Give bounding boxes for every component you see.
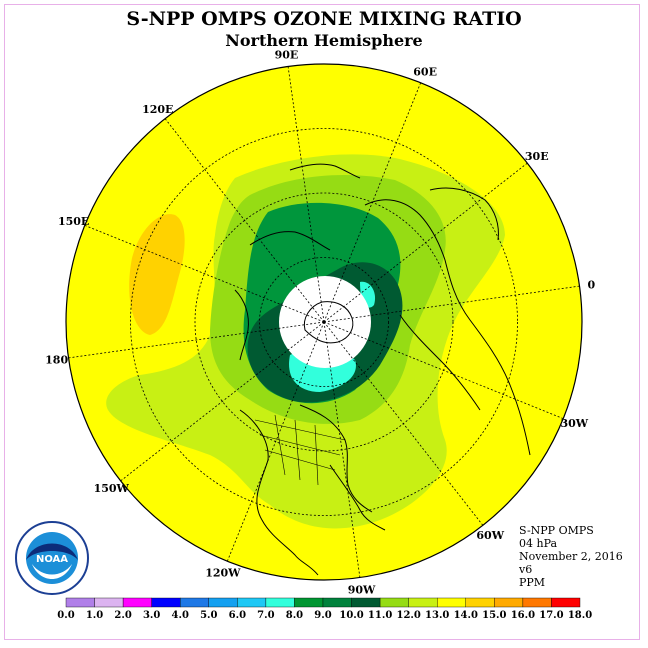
- colorbar-tick-label: 13.0: [425, 610, 449, 621]
- colorbar-tick-label: 9.0: [314, 610, 331, 621]
- noaa-logo: NOAA: [15, 521, 89, 595]
- meridian-90w: [323, 321, 361, 578]
- longitude-label-30e: 30E: [525, 150, 549, 163]
- longitude-label-150w: 150W: [94, 482, 130, 495]
- colorbar-segment-5: [208, 597, 238, 608]
- noaa-logo-text: NOAA: [36, 554, 68, 565]
- colorbar-segment-11: [379, 597, 409, 608]
- colorbar-segment-8: [294, 597, 324, 608]
- colorbar-tick-label: 8.0: [286, 610, 303, 621]
- colorbar-tick-label: 7.0: [257, 610, 274, 621]
- colorbar-tick-label: 17.0: [539, 610, 563, 621]
- info-units: PPM: [519, 576, 546, 589]
- info-date: November 2, 2016: [519, 550, 623, 563]
- colorbar-tick-label: 16.0: [511, 610, 535, 621]
- longitude-label-150e: 150E: [58, 215, 89, 228]
- colorbar-segment-3: [151, 597, 181, 608]
- colorbar-tick-label: 18.0: [568, 610, 592, 621]
- colorbar-tick-label: 5.0: [200, 610, 217, 621]
- meridian-180: [68, 321, 325, 359]
- meridian-90e: [287, 66, 325, 323]
- map-title: S-NPP OMPS OZONE MIXING RATIO: [126, 8, 522, 30]
- meridian-150w: [120, 321, 325, 482]
- state-boundaries: [254, 414, 346, 486]
- meridian-0: [323, 285, 580, 323]
- colorbar-segment-13: [437, 597, 466, 608]
- colorbar-segment-9: [322, 597, 352, 608]
- longitude-label-60w: 60W: [476, 529, 504, 542]
- meridian-120e: [164, 118, 325, 323]
- meridian-120w: [226, 321, 325, 562]
- colorbar-tick-label: 0.0: [57, 610, 74, 621]
- latitude-circle-1: [259, 257, 389, 387]
- coastlines: [234, 163, 531, 576]
- colorbar-tick-label: 1.0: [86, 610, 103, 621]
- colorbar-segment-12: [408, 597, 438, 608]
- colorbar-tick-label: 15.0: [482, 610, 506, 621]
- longitude-label-120e: 120E: [142, 103, 173, 116]
- graticule: [68, 66, 580, 578]
- colorbar-segment-0: [65, 597, 95, 608]
- info-block: S-NPP OMPS 04 hPa November 2, 2016 v6 PP…: [519, 524, 623, 589]
- colorbar-tick-label: 6.0: [229, 610, 246, 621]
- colorbar-segment-4: [180, 597, 209, 608]
- colorbar-segment-14: [465, 597, 495, 608]
- meridian-30w: [323, 321, 564, 420]
- longitude-label-90w: 90W: [348, 583, 376, 596]
- colorbar-tick-label: 3.0: [143, 610, 160, 621]
- latitude-circle-2: [194, 192, 454, 452]
- colorbar-tick-label: 10.0: [339, 610, 363, 621]
- colorbar-tick-label: 14.0: [454, 610, 478, 621]
- colorbar-tick-label: 4.0: [172, 610, 189, 621]
- map-border: [65, 63, 583, 581]
- longitude-label-0: 0: [588, 278, 596, 291]
- colorbar-segment-7: [265, 597, 295, 608]
- colorbar-segment-2: [122, 597, 152, 608]
- contour-band-14: [129, 214, 185, 335]
- colorbar-segment-1: [94, 597, 124, 608]
- colorbar-segment-16: [522, 597, 552, 608]
- colorbar-ticks: 0.0 1.0 2.0 3.0 4.0 5.0 6.0 7.0 8.0 9.0 10.0 11.0 12…: [57, 610, 592, 621]
- latitude-circle-3: [130, 128, 518, 516]
- longitude-label-90e: 90E: [275, 49, 299, 62]
- longitude-label-60e: 60E: [413, 66, 437, 79]
- longitude-label-120w: 120W: [205, 566, 241, 579]
- colorbar-tick-label: 11.0: [368, 610, 392, 621]
- meridian-60e: [323, 82, 422, 323]
- map-subtitle: Northern Hemisphere: [225, 31, 423, 50]
- colorbar-segment-10: [351, 597, 381, 608]
- info-level: 04 hPa: [519, 537, 558, 550]
- colorbar-tick-label: 2.0: [114, 610, 131, 621]
- longitude-labels: 0 30E 60E 90E 120E 150E 180 150W 120W 90W 60W 30W: [45, 49, 595, 597]
- colorbar-segment-17: [551, 597, 581, 608]
- longitude-label-30w: 30W: [561, 417, 589, 430]
- colorbar-tick-label: 12.0: [396, 610, 420, 621]
- colorbar-segment-6: [237, 597, 267, 608]
- meridian-150e: [84, 224, 325, 323]
- info-instrument: S-NPP OMPS: [519, 524, 594, 537]
- colorbar: [65, 597, 581, 608]
- info-version: v6: [519, 563, 533, 576]
- longitude-label-180: 180: [45, 354, 68, 367]
- meridian-60w: [323, 321, 484, 526]
- colorbar-segment-15: [494, 597, 524, 608]
- meridian-30e: [323, 162, 528, 323]
